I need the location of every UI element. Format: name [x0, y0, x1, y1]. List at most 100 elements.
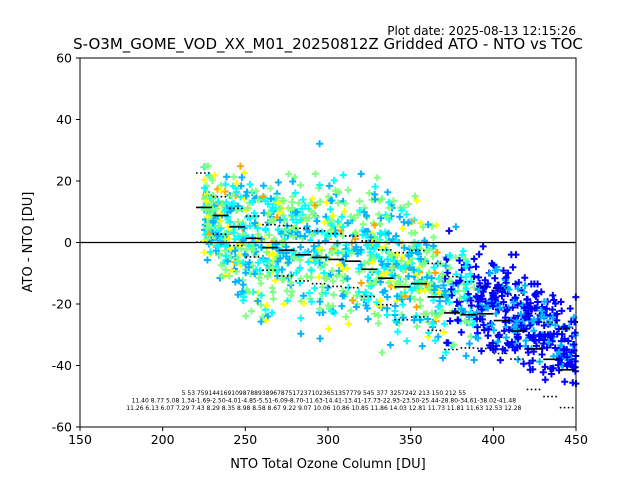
y-tick-label: 60	[56, 51, 72, 66]
scatter-point	[504, 269, 512, 277]
scatter-point	[300, 300, 308, 308]
scatter-point	[560, 350, 568, 358]
scatter-point	[561, 378, 569, 386]
scatter-point	[448, 291, 456, 299]
scatter-point	[273, 267, 281, 275]
scatter-point	[459, 247, 467, 255]
scatter-point	[240, 169, 248, 177]
scatter-point	[521, 282, 529, 290]
scatter-point	[260, 182, 268, 190]
scatter-point	[324, 193, 332, 201]
scatter-point	[213, 185, 221, 193]
scatter-point	[288, 211, 296, 219]
scatter-point	[280, 300, 288, 308]
scatter-point	[283, 287, 291, 295]
scatter-point	[206, 248, 214, 256]
scatter-point	[405, 264, 413, 272]
scatter-point	[451, 287, 459, 295]
scatter-point	[362, 288, 370, 296]
scatter-point	[239, 259, 247, 267]
scatter-point	[493, 266, 501, 274]
scatter-point	[316, 335, 324, 343]
scatter-point	[356, 197, 364, 205]
scatter-point	[356, 206, 364, 214]
scatter-point	[512, 280, 520, 288]
scatter-point	[227, 266, 235, 274]
scatter-point	[397, 257, 405, 265]
scatter-point	[534, 298, 542, 306]
scatter-point	[297, 181, 305, 189]
scatter-point	[327, 205, 335, 213]
scatter-point	[494, 338, 502, 346]
scatter-point	[383, 304, 391, 312]
scatter-point	[411, 284, 419, 292]
scatter-point	[401, 281, 409, 289]
scatter-point	[520, 288, 528, 296]
scatter-point	[442, 262, 450, 270]
scatter-point	[398, 207, 406, 215]
scatter-point	[496, 356, 504, 364]
scatter-point	[293, 228, 301, 236]
x-tick-label: 400	[481, 432, 505, 447]
scatter-point	[442, 349, 450, 357]
scatter-point	[233, 179, 241, 187]
scatter-point	[498, 292, 506, 300]
scatter-point	[467, 296, 475, 304]
scatter-point	[265, 260, 273, 268]
scatter-point	[248, 198, 256, 206]
x-tick-label: 200	[151, 432, 175, 447]
scatter-point	[414, 240, 422, 248]
scatter-point	[209, 217, 217, 225]
scatter-point	[556, 354, 564, 362]
scatter-point	[546, 330, 554, 338]
scatter-point	[203, 256, 211, 264]
plot-date: Plot date: 2025-08-13 12:15:26	[387, 24, 576, 38]
scatter-point	[452, 279, 460, 287]
scatter-point	[239, 281, 247, 289]
scatter-point	[236, 193, 244, 201]
scatter-point	[548, 306, 556, 314]
scatter-point	[339, 223, 347, 231]
scatter-point	[478, 306, 486, 314]
scatter-point	[216, 217, 224, 225]
scatter-point	[246, 222, 254, 230]
scatter-point	[321, 237, 329, 245]
scatter-point	[439, 270, 447, 278]
scatter-point	[541, 332, 549, 340]
scatter-point	[511, 323, 519, 331]
scatter-point	[235, 277, 243, 285]
bin-stat-row: 11.40 8.77 5.08 1.34-1.69-2.50-4.01-4.85…	[132, 398, 517, 405]
scatter-point	[283, 297, 291, 305]
scatter-point	[405, 272, 413, 280]
scatter-point	[480, 326, 488, 334]
scatter-point	[491, 274, 499, 282]
scatter-point	[383, 293, 391, 301]
scatter-point	[540, 298, 548, 306]
scatter-point	[366, 248, 374, 256]
scatter-point	[492, 310, 500, 318]
scatter-point	[431, 337, 439, 345]
scatter-point	[436, 297, 444, 305]
scatter-point	[357, 246, 365, 254]
scatter-point	[378, 348, 386, 356]
scatter-point	[302, 214, 310, 222]
scatter-point	[249, 262, 257, 270]
scatter-point	[265, 231, 273, 239]
scatter-point	[257, 318, 265, 326]
scatter-point	[328, 267, 336, 275]
scatter-point	[330, 291, 338, 299]
scatter-point	[367, 291, 375, 299]
scatter-point	[357, 279, 365, 287]
scatter-point	[478, 295, 486, 303]
scatter-point	[269, 288, 277, 296]
scatter-point	[352, 243, 360, 251]
scatter-point	[479, 288, 487, 296]
scatter-point	[553, 330, 561, 338]
scatter-point	[338, 302, 346, 310]
scatter-point	[469, 321, 477, 329]
scatter-point	[454, 316, 462, 324]
scatter-point	[489, 291, 497, 299]
scatter-point	[364, 315, 372, 323]
scatter-point	[216, 251, 224, 259]
